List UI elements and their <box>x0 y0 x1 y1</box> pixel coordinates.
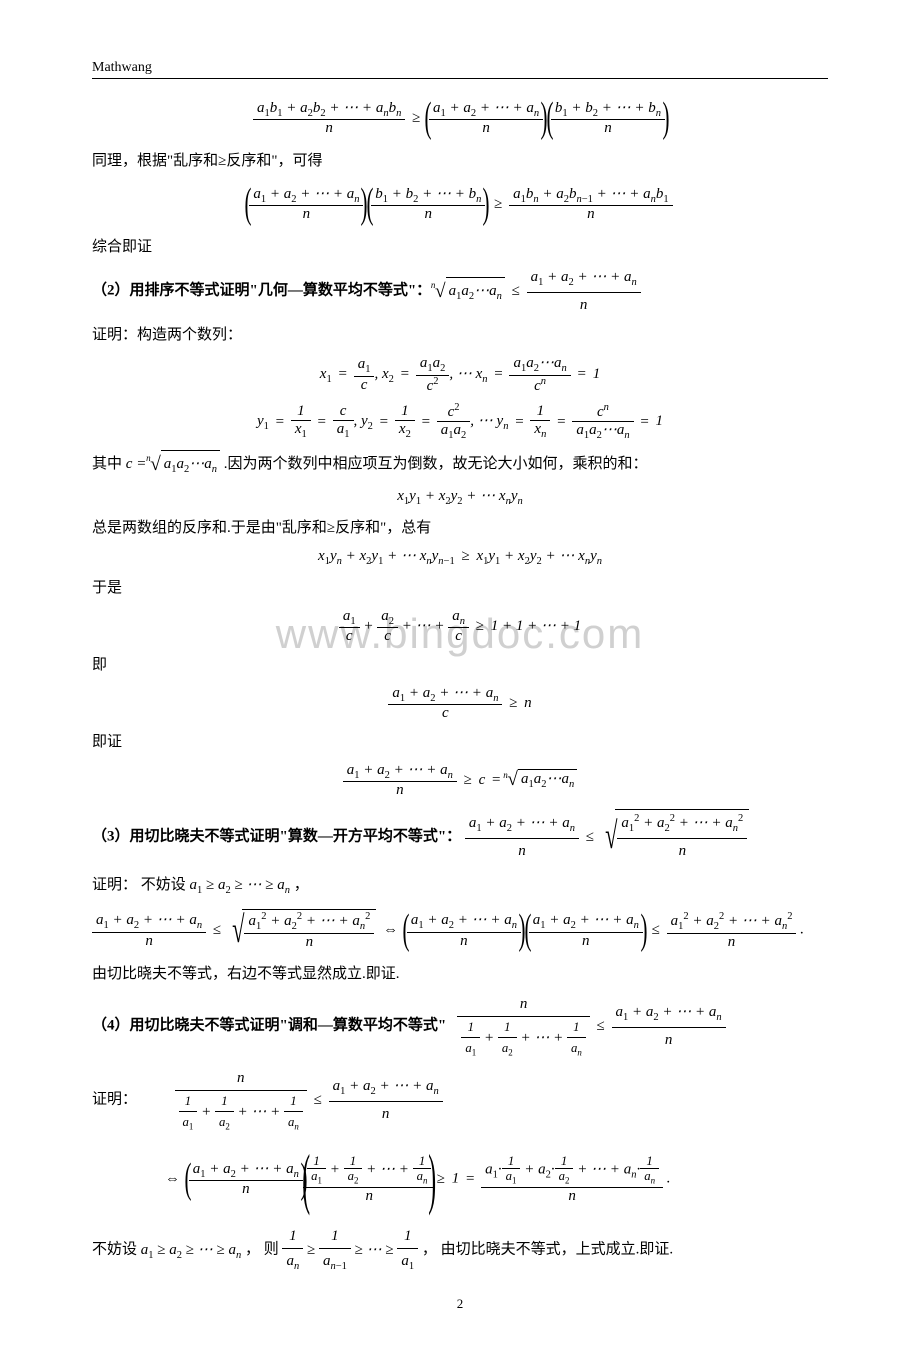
section-4-title: （4）用切比晓夫不等式证明"调和—算数平均不等式" n1a1 + 1a2 + ⋯… <box>92 992 828 1060</box>
page-header: Mathwang <box>92 60 828 79</box>
para-therefore-1: 于是 <box>92 576 828 600</box>
formula-hm-am-iff: ⇔ (a1 + a2 + ⋯ + ann) (1a1 + 1a2 + ⋯ + 1… <box>92 1142 828 1216</box>
proof-2-construct: 构造两个数列： <box>137 327 242 343</box>
para-chebyshev-qed: 由切比晓夫不等式，右边不等式显然成立.即证. <box>92 962 828 986</box>
proof-label-4: 证明： <box>92 1091 137 1107</box>
page-number: 2 <box>92 1296 828 1312</box>
para-likewise: 同理，根据"乱序和≥反序和"，可得 <box>92 149 828 173</box>
where-c-b: .因为两个数列中相应项互为倒数，故无论大小如何，乘积的和： <box>224 456 648 472</box>
formula-xy-ordered: x1y1 + x2y2 + ⋯ xnyn <box>92 488 828 508</box>
para-ie-qed: 即证 <box>92 730 828 754</box>
formula-am-gm-final: a1 + a2 + ⋯ + ann ≥ c = n√a1a2⋯an <box>92 762 828 799</box>
para-reverse-sum: 总是两数组的反序和.于是由"乱序和≥反序和"，总有 <box>92 516 828 540</box>
para-where-c: 其中 c = n√a1a2⋯an .因为两个数列中相应项互为倒数，故无论大小如何… <box>92 449 828 480</box>
formula-xy-shift: x1yn + x2y1 + ⋯ xnyn−1 ≥ x1y1 + x2y2 + ⋯… <box>92 548 828 568</box>
proof-label-3: 证明： <box>92 877 137 893</box>
section-2-title: （2）用排序不等式证明"几何—算数平均不等式"： n√a1a2⋯an ≤ a1 … <box>92 265 828 317</box>
proof-2-start: 证明：构造两个数列： <box>92 323 828 347</box>
where-c-a: 其中 <box>92 456 126 472</box>
sec3-label: （3）用切比晓夫不等式证明"算数—开方平均不等式"： <box>92 828 461 844</box>
formula-sum-over-c: a1 + a2 + ⋯ + anc ≥ n <box>92 685 828 722</box>
formula-a-over-c: a1c + a2c + ⋯ + anc ≥ 1 + 1 + ⋯ + 1 <box>92 608 828 645</box>
para-combined-qed: 综合即证 <box>92 235 828 259</box>
p11-b: ， 则 <box>245 1242 283 1258</box>
para-ie-1: 即 <box>92 653 828 677</box>
proof-3-start: 证明： 不妨设 a1 ≥ a2 ≥ ⋯ ≥ an ， <box>92 873 828 900</box>
p11-c: ， 由切比晓夫不等式，上式成立.即证. <box>422 1242 673 1258</box>
proof-3-wlog-a: 不妨设 <box>141 877 190 893</box>
page-content: Mathwang a1b1 + a2b2 + ⋯ + anbnn ≥ (a1 +… <box>0 0 920 1352</box>
formula-x-sequence: x1 = a1c, x2 = a1a2c2, ⋯ xn = a1a2⋯ancn … <box>92 355 828 394</box>
formula-chebyshev-reverse: (a1 + a2 + ⋯ + ann) (b1 + b2 + ⋯ + bnn) … <box>92 181 828 227</box>
proof-3-wlog-b: ， <box>294 877 309 893</box>
proof-4-line1: 证明： n1a1 + 1a2 + ⋯ + 1an ≤ a1 + a2 + ⋯ +… <box>92 1066 828 1134</box>
sec2-label: （2）用排序不等式证明"几何—算数平均不等式"： <box>92 283 431 299</box>
sec4-label: （4）用切比晓夫不等式证明"调和—算数平均不等式" <box>92 1017 446 1033</box>
p11-a: 不妨设 <box>92 1242 141 1258</box>
formula-am-qm-chain: a1 + a2 + ⋯ + ann ≤ √a12 + a22 + ⋯ + an2… <box>92 907 828 953</box>
formula-chebyshev-forward: a1b1 + a2b2 + ⋯ + anbnn ≥ (a1 + a2 + ⋯ +… <box>92 95 828 141</box>
proof-label: 证明： <box>92 327 137 343</box>
proof-4-final: 不妨设 a1 ≥ a2 ≥ ⋯ ≥ an ， 则 1an ≥ 1an−1 ≥ ⋯… <box>92 1224 828 1276</box>
formula-y-sequence: y1 = 1x1 = ca1, y2 = 1x2 = c2a1a2, ⋯ yn … <box>92 402 828 441</box>
section-3-title: （3）用切比晓夫不等式证明"算数—开方平均不等式"： a1 + a2 + ⋯ +… <box>92 807 828 867</box>
